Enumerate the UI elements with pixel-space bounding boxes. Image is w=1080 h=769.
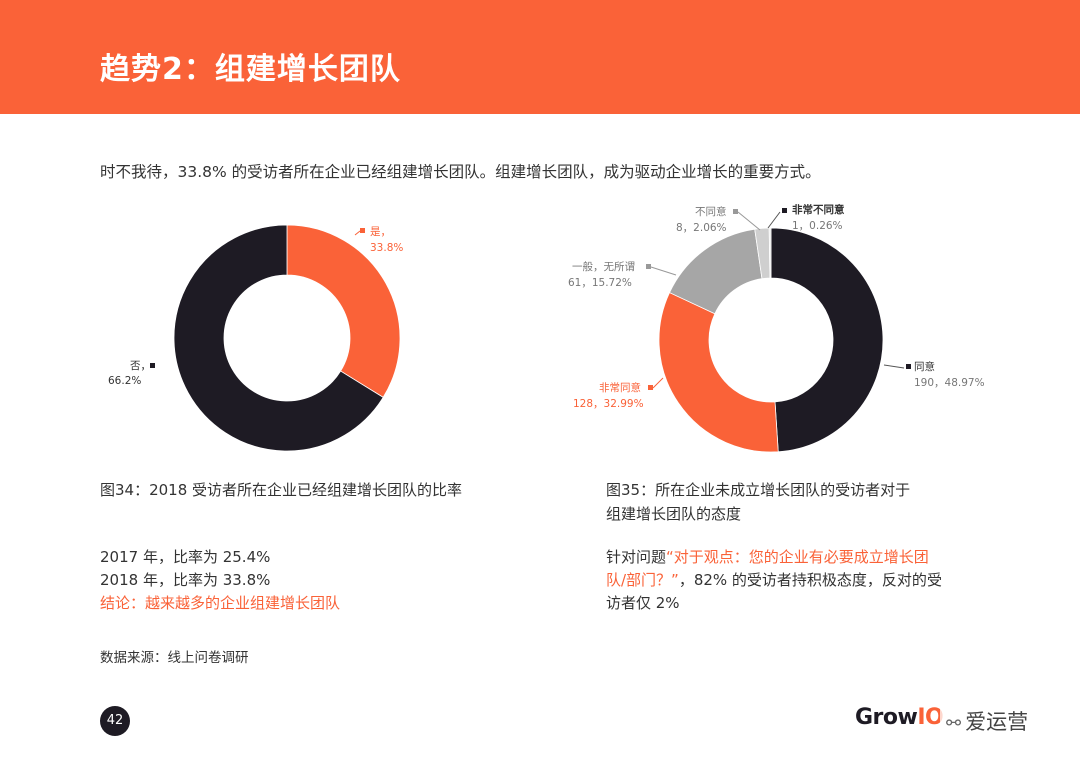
right-note-line1: 针对问题“对于观点：您的企业有必要成立增长团 [606, 546, 942, 569]
donut-chart-35 [658, 227, 884, 453]
note-2018: 2018 年，比率为 33.8% [100, 571, 271, 589]
wechat-icon: ⚯ [946, 713, 962, 734]
chart35-caption-line2: 组建增长团队的态度 [606, 505, 742, 523]
chart34-label-no: 否， 66.2% [108, 360, 155, 387]
right-notes: 针对问题“对于观点：您的企业有必要成立增长团 队/部门？”，82% 的受访者持积… [606, 546, 942, 615]
chart35-label-agree: 同意 190，48.97% [883, 360, 985, 389]
chart34-label-no-name: 否， [130, 360, 151, 372]
charts-area: 是， 33.8% 否， 66.2% 非常不同意 1，0.26% 不同意 8，2.… [108, 203, 985, 453]
chart35-slice-1 [658, 292, 779, 453]
chart34-label-yes-value: 33.8% [370, 242, 403, 254]
brand-accent: IO [917, 705, 944, 730]
right-note-line3: 访者仅 2% [606, 594, 680, 612]
right-note-line2: 队/部门？”，82% 的受访者持积极态度，反对的受 [606, 569, 942, 592]
brand-logo: GrowIO [855, 705, 944, 730]
chart35-label-neutral-value: 61，15.72% [568, 277, 632, 289]
watermark: ⚯ 爱运营 [940, 706, 1035, 736]
chart35-slice-4 [768, 227, 772, 279]
right-note-quote1: “对于观点：您的企业有必要成立增长团 [666, 548, 929, 566]
data-source: 数据来源：线上问卷调研 [100, 650, 249, 666]
chart35-label-strongly-disagree-value: 1，0.26% [792, 220, 843, 232]
note-conclusion: 结论：越来越多的企业组建增长团队 [100, 594, 341, 612]
chart35-caption: 图35：所在企业未成立增长团队的受访者对于 组建增长团队的态度 [606, 478, 910, 526]
chart34-label-yes-name: 是， [370, 226, 391, 238]
chart34-label-yes: 是， 33.8% [354, 226, 403, 254]
chart35-label-disagree-name: 不同意 [695, 205, 727, 218]
header-bar: 趋势2：组建增长团队 [0, 0, 1080, 114]
page-number: 42 [100, 706, 130, 736]
chart34-slice-0 [286, 224, 401, 398]
brand-main: Grow [855, 705, 918, 730]
chart35-label-neutral-name: 一般，无所谓 [572, 260, 635, 273]
chart35-label-neutral: 一般，无所谓 61，15.72% [568, 260, 677, 289]
note-2017: 2017 年，比率为 25.4% [100, 548, 271, 566]
page-title: 趋势2：组建增长团队 [100, 52, 401, 87]
chart34-label-no-value: 66.2% [108, 375, 141, 387]
right-note-quote2: 队/部门？” [606, 571, 679, 589]
watermark-text: 爱运营 [965, 710, 1029, 734]
intro-text: 时不我待，33.8% 的受访者所在企业已经组建增长团队。组建增长团队，成为驱动企… [100, 163, 821, 181]
chart35-label-strongly-disagree-name: 非常不同意 [792, 203, 845, 216]
chart35-caption-line1: 图35：所在企业未成立增长团队的受访者对于 [606, 481, 911, 499]
chart35-label-agree-name: 同意 [914, 360, 935, 373]
chart35-slice-0 [770, 227, 884, 453]
chart34-caption: 图34：2018 受访者所在企业已经组建增长团队的比率 [100, 481, 463, 499]
chart34-slice-1 [173, 224, 384, 452]
chart35-label-strongly-agree: 非常同意 128，32.99% [573, 377, 664, 410]
right-note-prefix: 针对问题 [606, 548, 667, 566]
chart35-label-strongly-agree-value: 128，32.99% [573, 398, 644, 410]
donut-chart-34 [173, 224, 401, 452]
chart35-label-disagree-value: 8，2.06% [676, 222, 727, 234]
left-notes: 2017 年，比率为 25.4% 2018 年，比率为 33.8% 结论：越来越… [100, 546, 340, 615]
chart35-label-agree-value: 190，48.97% [914, 377, 985, 389]
right-note-suffix: ，82% 的受访者持积极态度，反对的受 [678, 571, 942, 589]
chart35-label-disagree: 不同意 8，2.06% [676, 205, 761, 234]
chart35-label-strongly-agree-name: 非常同意 [599, 381, 641, 394]
chart35-label-strongly-disagree: 非常不同意 1，0.26% [767, 203, 845, 232]
